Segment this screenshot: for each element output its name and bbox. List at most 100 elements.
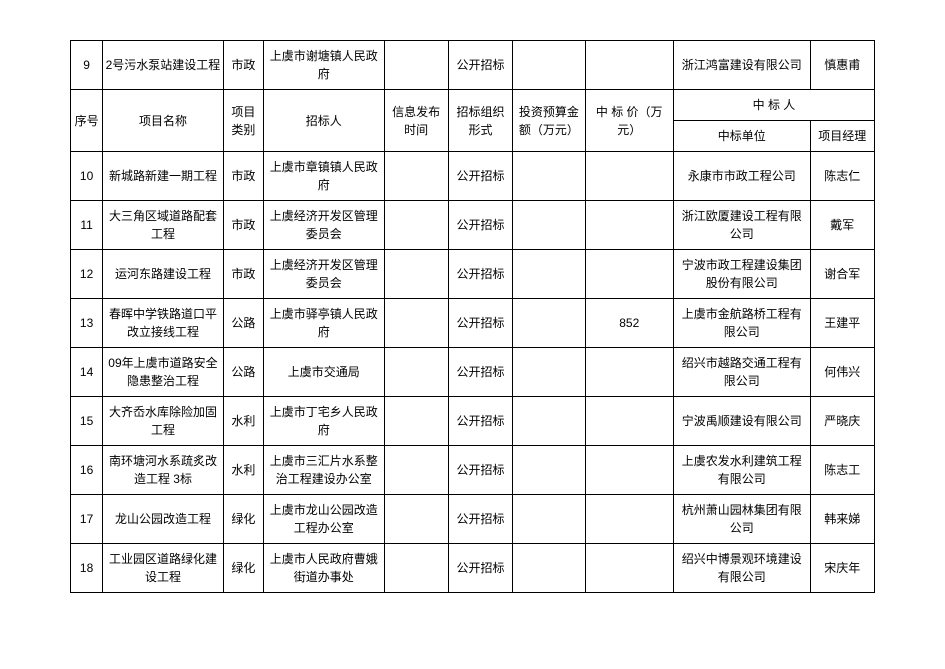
cell-tenderer: 上虞经济开发区管理委员会 bbox=[263, 250, 384, 299]
cell-bid-price: 852 bbox=[585, 299, 673, 348]
cell-publish-time bbox=[384, 495, 448, 544]
cell-seq: 14 bbox=[71, 348, 103, 397]
cell-method: 公开招标 bbox=[448, 250, 512, 299]
cell-budget bbox=[513, 348, 585, 397]
cell-budget bbox=[513, 41, 585, 90]
cell-category: 市政 bbox=[223, 152, 263, 201]
cell-winner-unit: 宁波禹顺建设有限公司 bbox=[673, 397, 810, 446]
cell-seq: 18 bbox=[71, 544, 103, 593]
header-bid-price: 中 标 价（万元） bbox=[585, 90, 673, 152]
header-budget: 投资预算金额（万元） bbox=[513, 90, 585, 152]
header-project-name: 项目名称 bbox=[103, 90, 224, 152]
cell-method: 公开招标 bbox=[448, 348, 512, 397]
header-seq: 序号 bbox=[71, 90, 103, 152]
cell-winner-unit: 绍兴中博景观环境建设有限公司 bbox=[673, 544, 810, 593]
cell-winner-unit: 永康市市政工程公司 bbox=[673, 152, 810, 201]
cell-category: 绿化 bbox=[223, 544, 263, 593]
cell-bid-price bbox=[585, 152, 673, 201]
header-winner-group: 中 标 人 bbox=[673, 90, 874, 121]
cell-seq: 15 bbox=[71, 397, 103, 446]
cell-publish-time bbox=[384, 250, 448, 299]
header-method: 招标组织形式 bbox=[448, 90, 512, 152]
cell-bid-price bbox=[585, 41, 673, 90]
cell-manager: 陈志仁 bbox=[810, 152, 874, 201]
cell-tenderer: 上虞经济开发区管理委员会 bbox=[263, 201, 384, 250]
cell-category: 绿化 bbox=[223, 495, 263, 544]
cell-winner-unit: 浙江欧厦建设工程有限公司 bbox=[673, 201, 810, 250]
cell-project-name: 2号污水泵站建设工程 bbox=[103, 41, 224, 90]
cell-publish-time bbox=[384, 397, 448, 446]
cell-budget bbox=[513, 495, 585, 544]
cell-project-name: 南环塘河水系疏炙改造工程 3标 bbox=[103, 446, 224, 495]
cell-manager: 王建平 bbox=[810, 299, 874, 348]
cell-manager: 宋庆年 bbox=[810, 544, 874, 593]
cell-budget bbox=[513, 446, 585, 495]
cell-tenderer: 上虞市交通局 bbox=[263, 348, 384, 397]
cell-publish-time bbox=[384, 201, 448, 250]
cell-seq: 12 bbox=[71, 250, 103, 299]
cell-budget bbox=[513, 544, 585, 593]
header-tenderer: 招标人 bbox=[263, 90, 384, 152]
cell-category: 市政 bbox=[223, 201, 263, 250]
table-row: 12运河东路建设工程市政上虞经济开发区管理委员会 公开招标 宁波市政工程建设集团股份… bbox=[71, 250, 875, 299]
header-category: 项目类别 bbox=[223, 90, 263, 152]
cell-category: 市政 bbox=[223, 41, 263, 90]
cell-winner-unit: 上虞农发水利建筑工程有限公司 bbox=[673, 446, 810, 495]
header-row-1: 序号项目名称项目类别招标人信息发布时间招标组织形式投资预算金额（万元）中 标 价… bbox=[71, 90, 875, 121]
cell-method: 公开招标 bbox=[448, 495, 512, 544]
cell-publish-time bbox=[384, 348, 448, 397]
cell-bid-price bbox=[585, 397, 673, 446]
cell-category: 市政 bbox=[223, 250, 263, 299]
table-row: 92号污水泵站建设工程市政上虞市谢塘镇人民政府公开招标浙江鸿富建设有限公司慎惠甫 bbox=[71, 41, 875, 90]
cell-category: 水利 bbox=[223, 397, 263, 446]
cell-budget bbox=[513, 299, 585, 348]
cell-bid-price bbox=[585, 446, 673, 495]
cell-winner-unit: 宁波市政工程建设集团股份有限公司 bbox=[673, 250, 810, 299]
cell-project-name: 大三角区域道路配套工程 bbox=[103, 201, 224, 250]
cell-tenderer: 上虞市人民政府曹娥街道办事处 bbox=[263, 544, 384, 593]
cell-publish-time bbox=[384, 41, 448, 90]
table-row: 16南环塘河水系疏炙改造工程 3标水利上虞市三汇片水系整治工程建设办公室公开招标… bbox=[71, 446, 875, 495]
cell-method: 公开招标 bbox=[448, 41, 512, 90]
header-winner-unit: 中标单位 bbox=[673, 121, 810, 152]
table-row: 18工业园区道路绿化建设工程绿化上虞市人民政府曹娥街道办事处 公开招标 绍兴中博景观… bbox=[71, 544, 875, 593]
cell-publish-time bbox=[384, 544, 448, 593]
cell-budget bbox=[513, 250, 585, 299]
cell-project-name: 09年上虞市道路安全隐患整治工程 bbox=[103, 348, 224, 397]
cell-project-name: 运河东路建设工程 bbox=[103, 250, 224, 299]
cell-tenderer: 上虞市三汇片水系整治工程建设办公室 bbox=[263, 446, 384, 495]
cell-method: 公开招标 bbox=[448, 201, 512, 250]
cell-tenderer: 上虞市龙山公园改造工程办公室 bbox=[263, 495, 384, 544]
cell-category: 公路 bbox=[223, 348, 263, 397]
cell-bid-price bbox=[585, 495, 673, 544]
header-manager: 项目经理 bbox=[810, 121, 874, 152]
cell-manager: 慎惠甫 bbox=[810, 41, 874, 90]
cell-seq: 13 bbox=[71, 299, 103, 348]
cell-tenderer: 上虞市丁宅乡人民政府 bbox=[263, 397, 384, 446]
cell-budget bbox=[513, 201, 585, 250]
cell-winner-unit: 杭州萧山园林集团有限公司 bbox=[673, 495, 810, 544]
main-table: 92号污水泵站建设工程市政上虞市谢塘镇人民政府公开招标浙江鸿富建设有限公司慎惠甫… bbox=[70, 40, 875, 593]
table-row: 1409年上虞市道路安全隐患整治工程公路上虞市交通局公开招标绍兴市越路交通工程有… bbox=[71, 348, 875, 397]
cell-manager: 戴军 bbox=[810, 201, 874, 250]
cell-method: 公开招标 bbox=[448, 544, 512, 593]
cell-tenderer: 上虞市章镇镇人民政府 bbox=[263, 152, 384, 201]
cell-method: 公开招标 bbox=[448, 397, 512, 446]
cell-seq: 9 bbox=[71, 41, 103, 90]
cell-tenderer: 上虞市驿亭镇人民政府 bbox=[263, 299, 384, 348]
cell-category: 公路 bbox=[223, 299, 263, 348]
cell-project-name: 大齐岙水库除险加固工程 bbox=[103, 397, 224, 446]
cell-manager: 韩来娣 bbox=[810, 495, 874, 544]
header-publish-time: 信息发布时间 bbox=[384, 90, 448, 152]
cell-seq: 16 bbox=[71, 446, 103, 495]
cell-project-name: 工业园区道路绿化建设工程 bbox=[103, 544, 224, 593]
table-row: 15大齐岙水库除险加固工程水利上虞市丁宅乡人民政府公开招标宁波禹顺建设有限公司严… bbox=[71, 397, 875, 446]
cell-seq: 11 bbox=[71, 201, 103, 250]
cell-method: 公开招标 bbox=[448, 152, 512, 201]
cell-project-name: 春晖中学铁路道口平改立接线工程 bbox=[103, 299, 224, 348]
cell-seq: 10 bbox=[71, 152, 103, 201]
cell-budget bbox=[513, 152, 585, 201]
cell-bid-price bbox=[585, 544, 673, 593]
cell-publish-time bbox=[384, 446, 448, 495]
cell-manager: 何伟兴 bbox=[810, 348, 874, 397]
